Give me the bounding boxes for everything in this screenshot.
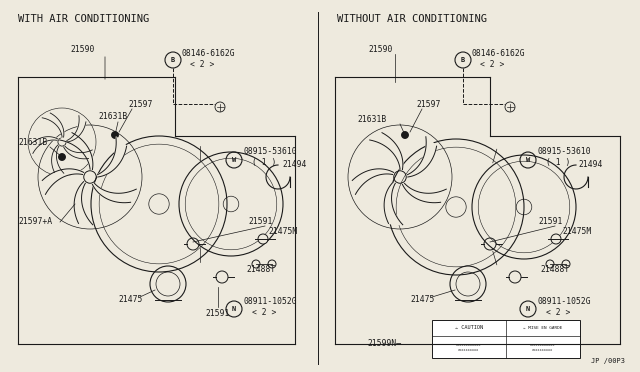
Text: 08911-1052G: 08911-1052G <box>537 297 591 306</box>
Text: 21488T: 21488T <box>246 265 275 274</box>
Circle shape <box>58 154 65 160</box>
Text: 21494: 21494 <box>578 160 602 169</box>
Text: 08915-53610: 08915-53610 <box>537 147 591 156</box>
Circle shape <box>551 234 561 244</box>
Circle shape <box>84 171 96 183</box>
Text: 21631B: 21631B <box>18 138 47 147</box>
Polygon shape <box>97 137 127 177</box>
Polygon shape <box>74 182 93 225</box>
Circle shape <box>394 171 406 183</box>
Text: 21488T: 21488T <box>540 265 569 274</box>
Polygon shape <box>352 169 394 195</box>
Text: < 2 >: < 2 > <box>546 308 570 317</box>
Polygon shape <box>384 182 403 225</box>
Text: 21590: 21590 <box>368 45 392 54</box>
Text: N: N <box>232 306 236 312</box>
Text: 08911-1052G: 08911-1052G <box>243 297 296 306</box>
Text: B: B <box>461 57 465 63</box>
Text: B: B <box>171 57 175 63</box>
Text: WITH AIR CONDITIONING: WITH AIR CONDITIONING <box>18 14 149 24</box>
Text: < 2 >: < 2 > <box>480 60 504 69</box>
Text: < 2 >: < 2 > <box>190 60 214 69</box>
Text: 21597+A: 21597+A <box>18 217 52 226</box>
Text: 08146-6162G: 08146-6162G <box>182 49 236 58</box>
Text: ( 1 ): ( 1 ) <box>252 158 276 167</box>
Text: N: N <box>526 306 530 312</box>
Polygon shape <box>31 137 58 153</box>
Polygon shape <box>52 145 64 173</box>
Text: 08915-53610: 08915-53610 <box>243 147 296 156</box>
Text: W: W <box>526 157 530 163</box>
Text: 21597: 21597 <box>128 100 152 109</box>
Bar <box>432 320 580 358</box>
Text: JP /00P3: JP /00P3 <box>591 358 625 364</box>
Text: 21590: 21590 <box>70 45 94 54</box>
Text: xxxxxxxxxxxx
xxxxxxxxxx: xxxxxxxxxxxx xxxxxxxxxx <box>531 343 556 352</box>
Text: ⚠ CAUTION: ⚠ CAUTION <box>455 325 483 330</box>
Text: ⚠ MISE EN GARDE: ⚠ MISE EN GARDE <box>524 326 563 330</box>
Polygon shape <box>63 146 92 159</box>
Polygon shape <box>42 113 64 137</box>
Text: 21631B: 21631B <box>357 115 387 124</box>
Text: 21494: 21494 <box>282 160 307 169</box>
Text: 08146-6162G: 08146-6162G <box>472 49 525 58</box>
Circle shape <box>58 138 66 146</box>
Polygon shape <box>370 133 403 170</box>
Text: 21591: 21591 <box>205 309 229 318</box>
Text: 21591: 21591 <box>538 217 563 226</box>
Text: 21631B: 21631B <box>98 112 127 121</box>
Text: xxxxxxxxxxxx
xxxxxxxxxx: xxxxxxxxxxxx xxxxxxxxxx <box>456 343 482 352</box>
Circle shape <box>258 234 268 244</box>
Circle shape <box>401 131 408 138</box>
Text: 21597: 21597 <box>416 100 440 109</box>
Text: 21475: 21475 <box>118 295 142 304</box>
Polygon shape <box>408 137 436 177</box>
Text: < 2 >: < 2 > <box>252 308 276 317</box>
Polygon shape <box>60 133 93 170</box>
Text: 21475: 21475 <box>410 295 435 304</box>
Polygon shape <box>67 116 86 142</box>
Text: 21599N—: 21599N— <box>367 339 401 348</box>
Text: 21475M: 21475M <box>268 227 297 236</box>
Circle shape <box>111 131 118 138</box>
Polygon shape <box>403 183 446 203</box>
Polygon shape <box>42 169 84 195</box>
Text: ( 1 ): ( 1 ) <box>546 158 570 167</box>
Polygon shape <box>92 183 136 203</box>
Text: 21591: 21591 <box>248 217 273 226</box>
Text: W: W <box>232 157 236 163</box>
Text: WITHOUT AIR CONDITIONING: WITHOUT AIR CONDITIONING <box>337 14 487 24</box>
Text: 21475M: 21475M <box>562 227 591 236</box>
